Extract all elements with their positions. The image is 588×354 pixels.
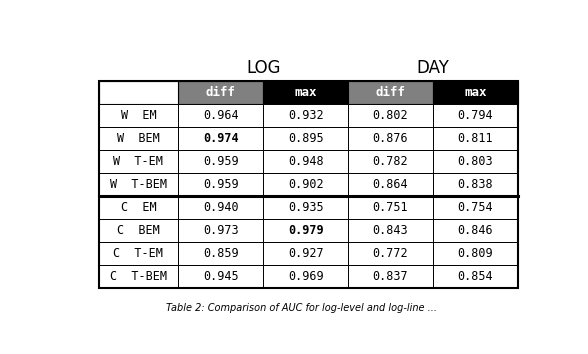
Bar: [263, 127, 348, 150]
Text: 0.948: 0.948: [288, 155, 323, 168]
Text: 0.959: 0.959: [203, 155, 239, 168]
Text: 0.843: 0.843: [373, 224, 408, 237]
Bar: [433, 127, 518, 150]
Bar: [99, 242, 178, 265]
Bar: [263, 196, 348, 219]
Text: 0.959: 0.959: [203, 178, 239, 191]
Bar: [178, 196, 263, 219]
Text: 0.973: 0.973: [203, 224, 239, 237]
Text: 0.837: 0.837: [373, 270, 408, 283]
Bar: [348, 196, 433, 219]
Text: C  BEM: C BEM: [117, 224, 160, 237]
Bar: [348, 242, 433, 265]
Bar: [348, 127, 433, 150]
Bar: [433, 219, 518, 242]
Text: 0.932: 0.932: [288, 109, 323, 122]
Text: 0.803: 0.803: [457, 155, 493, 168]
Bar: [348, 81, 433, 104]
Text: 0.854: 0.854: [457, 270, 493, 283]
Bar: [263, 219, 348, 242]
Bar: [348, 104, 433, 127]
Text: 0.895: 0.895: [288, 132, 323, 145]
Bar: [433, 150, 518, 173]
Bar: [178, 173, 263, 196]
Text: C  T-BEM: C T-BEM: [110, 270, 167, 283]
Bar: [433, 196, 518, 219]
Text: DAY: DAY: [416, 59, 449, 78]
Bar: [99, 150, 178, 173]
Text: W  T-EM: W T-EM: [113, 155, 163, 168]
Text: 0.809: 0.809: [457, 247, 493, 260]
Bar: [178, 242, 263, 265]
Bar: [433, 242, 518, 265]
Text: 0.782: 0.782: [373, 155, 408, 168]
Bar: [263, 81, 348, 104]
Text: diff: diff: [376, 86, 406, 99]
Text: 0.979: 0.979: [288, 224, 323, 237]
Text: 0.902: 0.902: [288, 178, 323, 191]
Bar: [433, 173, 518, 196]
Text: 0.974: 0.974: [203, 132, 239, 145]
Bar: [263, 265, 348, 288]
Text: 0.772: 0.772: [373, 247, 408, 260]
Text: 0.945: 0.945: [203, 270, 239, 283]
Bar: [348, 173, 433, 196]
Bar: [178, 265, 263, 288]
Text: 0.859: 0.859: [203, 247, 239, 260]
Bar: [178, 81, 263, 104]
Text: W  BEM: W BEM: [117, 132, 160, 145]
Bar: [178, 104, 263, 127]
Bar: [178, 150, 263, 173]
Bar: [263, 173, 348, 196]
Text: max: max: [295, 86, 317, 99]
Text: W  T-BEM: W T-BEM: [110, 178, 167, 191]
Bar: [433, 104, 518, 127]
Text: 0.935: 0.935: [288, 201, 323, 214]
Text: 0.811: 0.811: [457, 132, 493, 145]
Bar: [99, 196, 178, 219]
Bar: [99, 104, 178, 127]
Text: max: max: [464, 86, 487, 99]
Bar: [263, 242, 348, 265]
Text: 0.794: 0.794: [457, 109, 493, 122]
Bar: [99, 127, 178, 150]
Text: 0.751: 0.751: [373, 201, 408, 214]
Bar: [99, 173, 178, 196]
Text: 0.969: 0.969: [288, 270, 323, 283]
Text: C  T-EM: C T-EM: [113, 247, 163, 260]
Bar: [178, 219, 263, 242]
Bar: [99, 265, 178, 288]
Bar: [263, 104, 348, 127]
Text: 0.846: 0.846: [457, 224, 493, 237]
Bar: [348, 219, 433, 242]
Bar: [348, 265, 433, 288]
Text: 0.964: 0.964: [203, 109, 239, 122]
Bar: [433, 81, 518, 104]
Text: 0.838: 0.838: [457, 178, 493, 191]
Bar: [433, 265, 518, 288]
Text: 0.940: 0.940: [203, 201, 239, 214]
Bar: [178, 127, 263, 150]
Text: 0.754: 0.754: [457, 201, 493, 214]
Text: 0.876: 0.876: [373, 132, 408, 145]
Bar: [99, 81, 178, 104]
Bar: [263, 150, 348, 173]
Text: 0.802: 0.802: [373, 109, 408, 122]
Text: C  EM: C EM: [121, 201, 156, 214]
Bar: [348, 150, 433, 173]
Text: 0.864: 0.864: [373, 178, 408, 191]
Text: W  EM: W EM: [121, 109, 156, 122]
Text: Table 2: Comparison of AUC for log-level and log-line ...: Table 2: Comparison of AUC for log-level…: [166, 303, 437, 313]
Text: diff: diff: [206, 86, 236, 99]
Text: 0.927: 0.927: [288, 247, 323, 260]
Text: LOG: LOG: [246, 59, 280, 78]
Bar: [99, 219, 178, 242]
